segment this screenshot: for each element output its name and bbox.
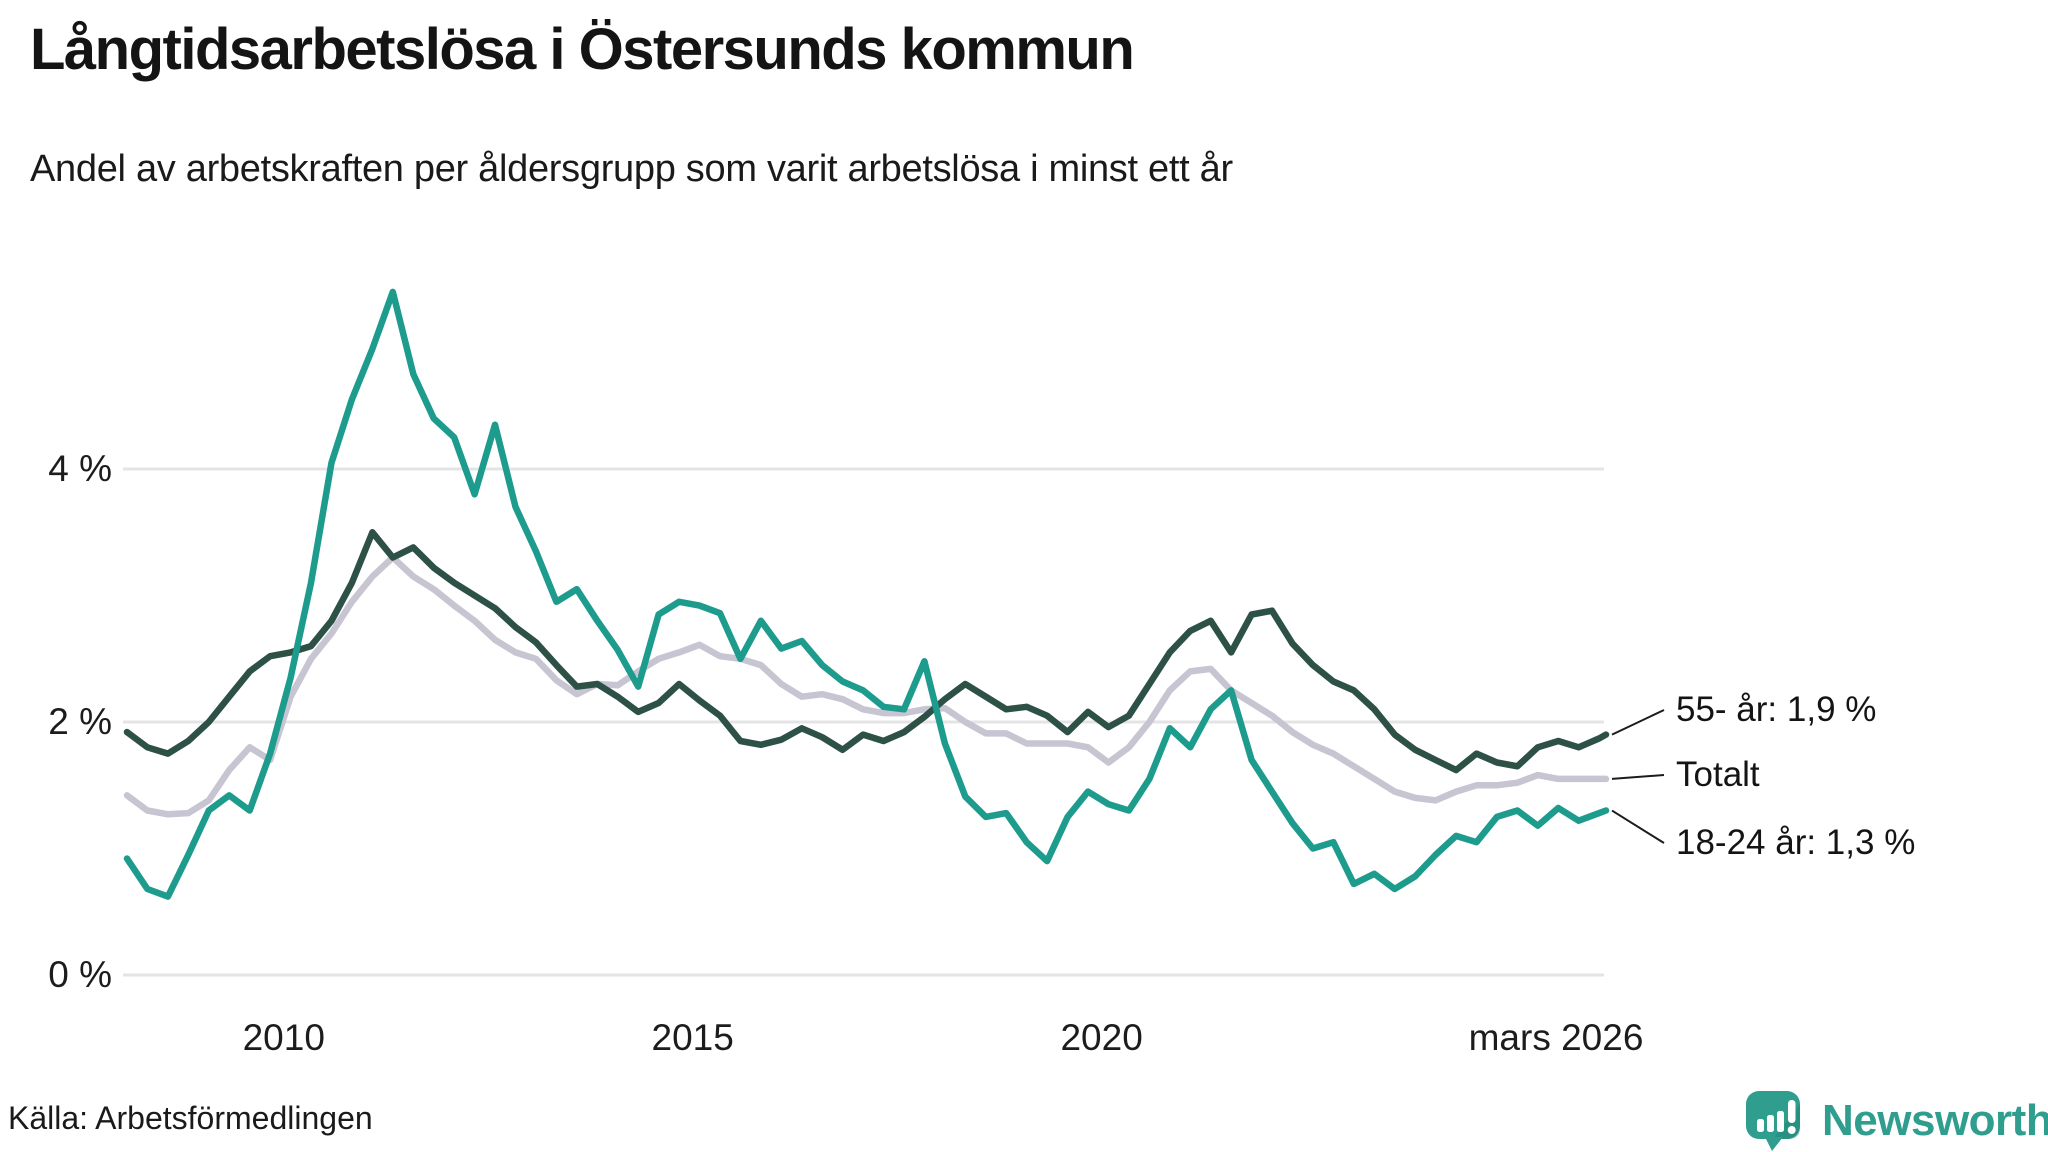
label-connector-55-ar [1611, 709, 1665, 736]
newsworthy-logo: Newsworthy [1745, 1090, 2048, 1152]
series-line-18-24-ar [123, 288, 1610, 900]
series-end-label-totalt: Totalt [1676, 755, 1760, 794]
series-line-totalt [123, 554, 1610, 818]
newsworthy-icon [1746, 1091, 1800, 1151]
label-connector-totalt [1611, 774, 1665, 780]
label-connector-18-24-ar [1611, 809, 1665, 844]
y-axis-tick-label: 0 % [48, 954, 112, 995]
x-axis-tick-label: 2010 [242, 1017, 325, 1058]
series-line-55-ar [123, 529, 1610, 774]
series-end-label-55-ar: 55- år: 1,9 % [1676, 690, 1877, 729]
x-axis-tick-label: 2015 [651, 1017, 734, 1058]
chart-subtitle: Andel av arbetskraften per åldersgrupp s… [30, 148, 1233, 190]
x-axis-tick-label: mars 2026 [1468, 1017, 1644, 1058]
series-end-label-18-24-ar: 18-24 år: 1,3 % [1676, 823, 1916, 862]
y-axis-tick-label: 4 % [48, 448, 112, 489]
newsworthy-wordmark: Newsworthy [1822, 1096, 2048, 1145]
source-note: Källa: Arbetsförmedlingen [8, 1100, 373, 1136]
y-axis-tick-label: 2 % [48, 701, 112, 742]
page-title: Långtidsarbetslösa i Östersunds kommun [30, 17, 1135, 82]
x-axis-tick-label: 2020 [1060, 1017, 1143, 1058]
